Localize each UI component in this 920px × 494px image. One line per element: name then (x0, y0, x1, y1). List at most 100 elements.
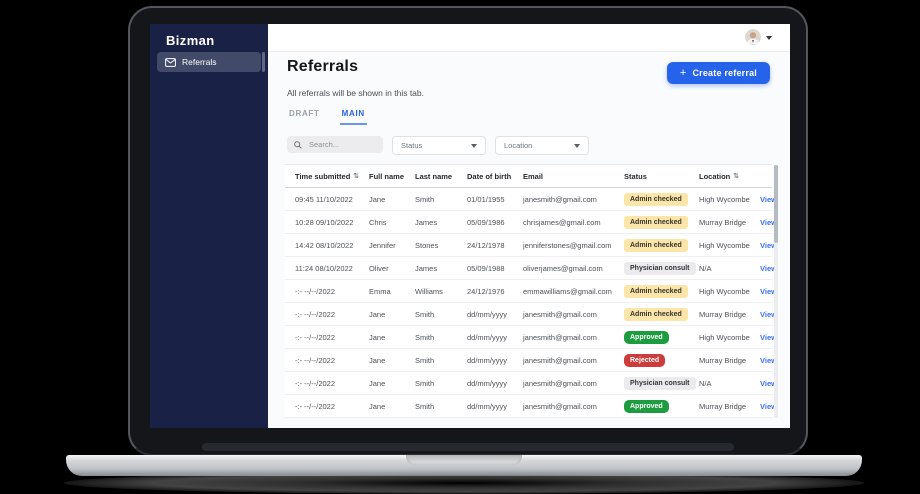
table-header-row: Time submitted ⇅ Full name Last name Date of… (285, 165, 772, 188)
page-title: Referrals (287, 58, 359, 75)
location-dropdown-value: Location (504, 141, 533, 150)
cell-actions: View (760, 379, 777, 388)
cell-status: Admin checked (624, 284, 699, 298)
status-dropdown[interactable]: Status (392, 136, 486, 155)
cell-full-name: Jane (369, 401, 386, 411)
table-row: -:- --/--/2022 Jane Smith dd/mm/yyyy janesmi… (285, 326, 777, 349)
table-row: 11:24 08/10/2022 Oliver James 05/09/1988 oli… (285, 257, 777, 280)
cell-time-submitted: -:- --/--/2022 (295, 378, 336, 388)
table-row: -:- --/--/2022 Jane Smith dd/mm/yyyy janesmi… (285, 349, 777, 372)
status-badge: Physician consult (624, 376, 696, 390)
status-badge: Approved (624, 330, 669, 344)
user-avatar[interactable] (745, 29, 761, 45)
cell-location: High Wycombe (699, 286, 750, 296)
view-link[interactable]: View (760, 263, 777, 273)
search-icon (294, 140, 302, 149)
main-content: Referrals + Create referral All referral… (268, 52, 790, 428)
cell-actions: View (760, 264, 777, 273)
location-dropdown[interactable]: Location (495, 136, 589, 155)
column-header-label: Last name (415, 171, 453, 181)
cell-location: N/A (699, 263, 712, 273)
status-badge: Rejected (624, 353, 666, 367)
cell-status: Approved (624, 399, 699, 413)
view-link[interactable]: View (760, 217, 777, 227)
sidebar-item-label: Referrals (182, 57, 217, 67)
cell-date-of-birth: dd/mm/yyyy (467, 355, 508, 365)
app-window: Bizman Referrals (150, 24, 790, 428)
column-header-location[interactable]: Location ⇅ (699, 172, 760, 181)
column-header-status: Status (624, 172, 699, 181)
tab-bar: DRAFT MAIN (287, 109, 367, 125)
table-row: -:- --/--/2022 Emma Williams 24/12/1976 emma… (285, 280, 777, 303)
search-input[interactable] (307, 139, 376, 150)
cell-full-name: Jane (369, 378, 386, 388)
status-badge: Approved (624, 399, 669, 413)
referrals-table: Time submitted ⇅ Full name Last name Date of… (285, 164, 778, 418)
cell-full-name: Jane (369, 194, 386, 204)
view-link[interactable]: View (760, 286, 777, 296)
cell-date-of-birth: dd/mm/yyyy (467, 309, 508, 319)
cell-date-of-birth: 24/12/1978 (467, 240, 505, 250)
create-referral-button[interactable]: + Create referral (666, 62, 770, 84)
view-link[interactable]: View (760, 401, 777, 411)
cell-location: High Wycombe (699, 194, 750, 204)
plus-icon: + (679, 66, 687, 79)
cell-time-submitted: -:- --/--/2022 (295, 332, 336, 342)
sidebar-scrollbar[interactable] (262, 52, 265, 72)
column-header-full-name: Full name (369, 172, 415, 181)
column-header-label: Date of birth (467, 171, 512, 181)
cell-status: Physician consult (624, 376, 699, 390)
column-header-last-name: Last name (415, 172, 467, 181)
cell-email: jenniferstones@gmail.com (523, 240, 612, 250)
cell-email: janesmith@gmail.com (523, 378, 597, 388)
cell-last-name: Smith (415, 309, 435, 319)
sidebar-item-referrals[interactable]: Referrals (157, 52, 261, 72)
table-scrollbar[interactable] (774, 165, 778, 418)
laptop-hinge (202, 443, 734, 451)
sort-icon[interactable]: ⇅ (353, 172, 360, 180)
cell-full-name: Emma (369, 286, 391, 296)
cell-location: Murray Bridge (699, 217, 747, 227)
status-badge: Physician consult (624, 261, 696, 275)
cell-status: Admin checked (624, 307, 699, 321)
table-row: -:- --/--/2022 Jane Smith dd/mm/yyyy janesmi… (285, 395, 777, 418)
view-link[interactable]: View (760, 378, 777, 388)
table-row: 14:42 08/10/2022 Jennifer Stones 24/12/1978… (285, 234, 777, 257)
cell-date-of-birth: dd/mm/yyyy (467, 401, 508, 411)
view-link[interactable]: View (760, 332, 777, 342)
cell-date-of-birth: 05/09/1986 (467, 217, 505, 227)
cell-last-name: Smith (415, 332, 435, 342)
laptop-base (66, 455, 862, 476)
sort-icon[interactable]: ⇅ (733, 172, 740, 180)
cell-full-name: Oliver (369, 263, 389, 273)
cell-last-name: James (415, 263, 438, 273)
view-link[interactable]: View (760, 309, 777, 319)
cell-email: janesmith@gmail.com (523, 309, 597, 319)
cell-time-submitted: -:- --/--/2022 (295, 355, 336, 365)
chevron-down-icon[interactable] (766, 36, 772, 43)
cell-last-name: Smith (415, 401, 435, 411)
search-box[interactable] (287, 136, 383, 153)
cell-actions: View (760, 218, 777, 227)
column-header-time-submitted[interactable]: Time submitted ⇅ (295, 172, 369, 181)
table-scrollbar-thumb[interactable] (774, 165, 778, 243)
status-dropdown-value: Status (401, 141, 423, 150)
cell-actions: View (760, 402, 777, 411)
cell-actions: View (760, 287, 777, 296)
view-link[interactable]: View (760, 355, 777, 365)
cell-location: High Wycombe (699, 240, 750, 250)
view-link[interactable]: View (760, 240, 777, 250)
cell-status: Admin checked (624, 215, 699, 229)
table-row: -:- --/--/2022 Jane Smith dd/mm/yyyy janesmi… (285, 372, 777, 395)
envelope-icon (165, 57, 176, 67)
cell-full-name: Jane (369, 355, 386, 365)
view-link[interactable]: View (760, 194, 777, 204)
cell-last-name: Smith (415, 194, 435, 204)
cell-location: High Wycombe (699, 332, 750, 342)
tab-main[interactable]: MAIN (339, 109, 367, 125)
cell-last-name: Stones (415, 240, 439, 250)
column-header-label: Full name (369, 171, 405, 181)
tab-draft[interactable]: DRAFT (289, 109, 320, 118)
status-badge: Admin checked (624, 307, 688, 321)
laptop-lid-notch (406, 455, 522, 465)
